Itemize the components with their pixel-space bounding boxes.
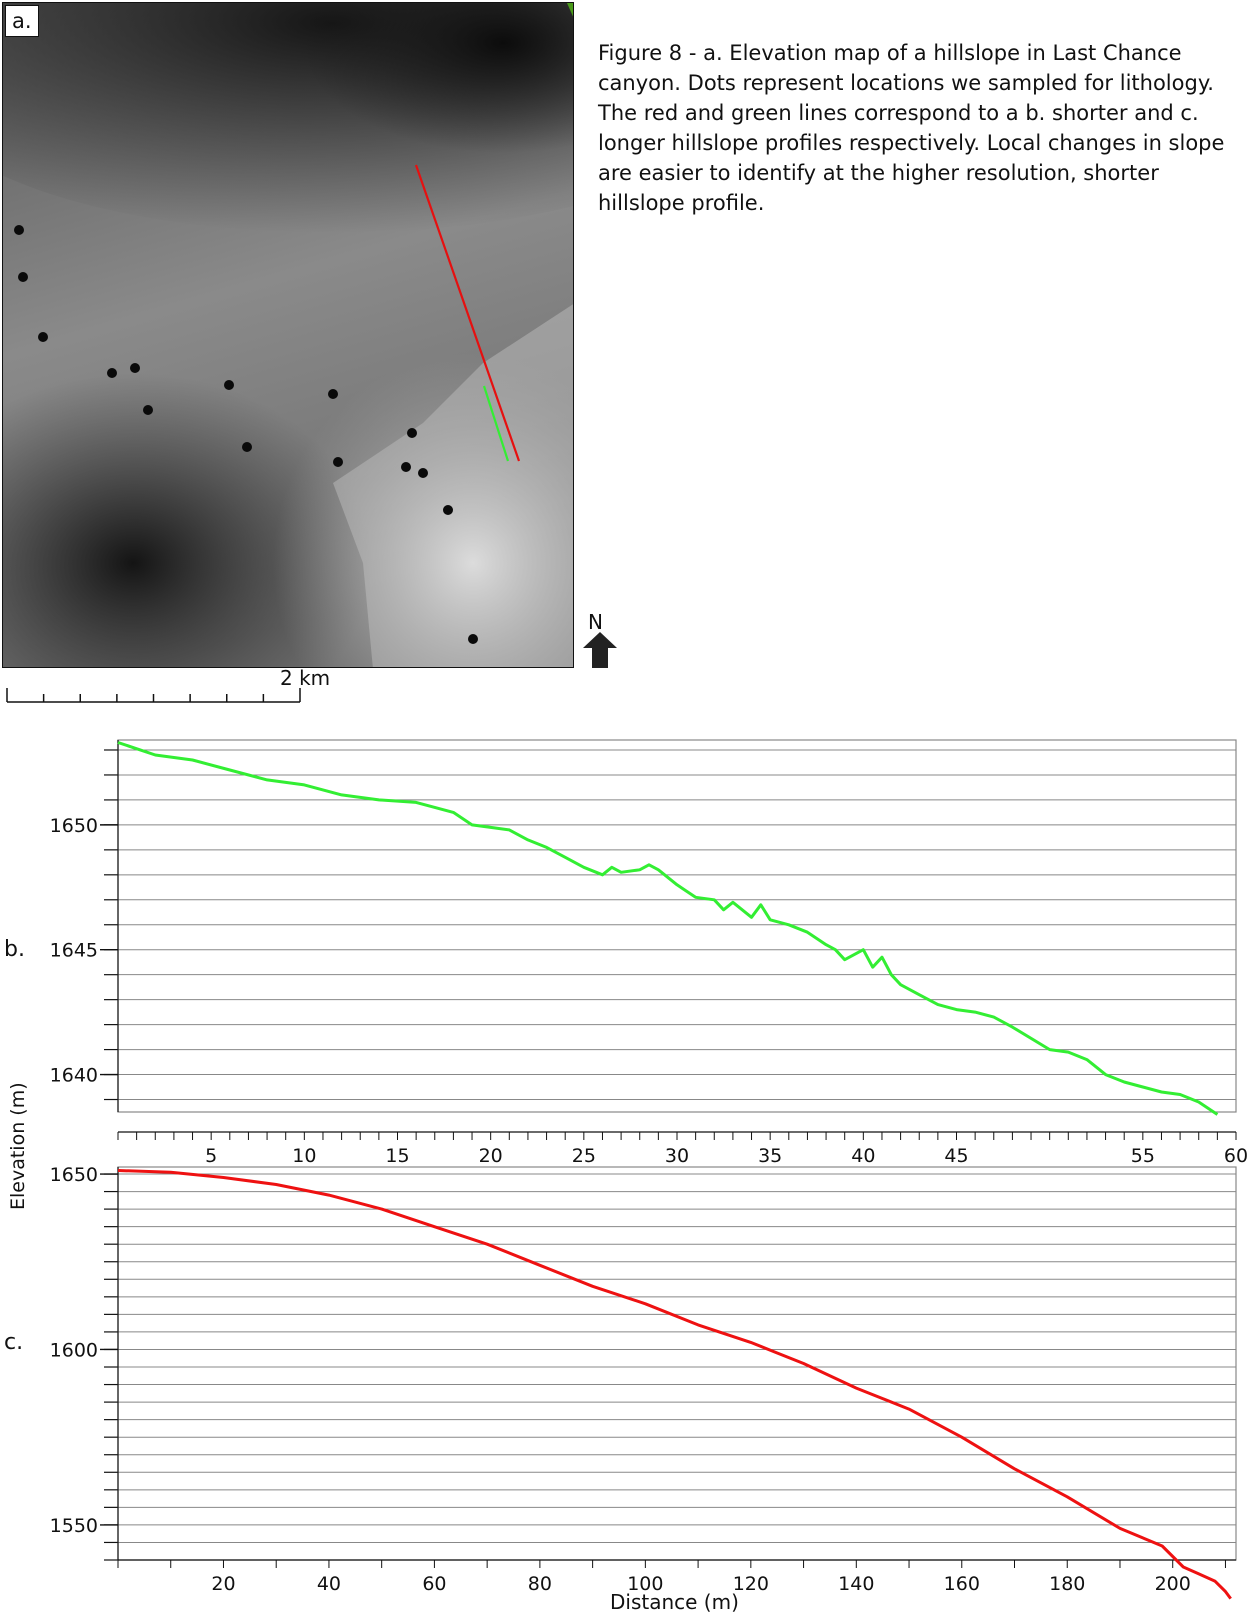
x-tick-label: 80 bbox=[528, 1573, 552, 1595]
sample-dot bbox=[38, 332, 48, 342]
x-tick-label: 100 bbox=[627, 1573, 663, 1595]
north-label: N bbox=[588, 610, 603, 634]
profile-series-line bbox=[117, 1169, 1232, 1600]
sample-dot bbox=[242, 442, 252, 452]
scale-bar-label: 2 km bbox=[280, 666, 331, 690]
x-tick-label: 180 bbox=[1049, 1573, 1085, 1595]
x-tick-label: 40 bbox=[851, 1145, 875, 1167]
panel-c-label: c. bbox=[4, 1330, 24, 1355]
x-tick-label: 30 bbox=[665, 1145, 689, 1167]
x-tick-label: 20 bbox=[479, 1145, 503, 1167]
sample-dots bbox=[14, 225, 478, 644]
profile-series-line bbox=[117, 741, 1219, 1116]
sample-dot bbox=[407, 428, 417, 438]
sample-dot bbox=[18, 272, 28, 282]
sample-dot bbox=[143, 405, 153, 415]
y-tick-label: 1640 bbox=[50, 1065, 98, 1087]
green-profile-line bbox=[482, 385, 510, 462]
sample-dot bbox=[468, 634, 478, 644]
x-tick-label: 60 bbox=[1224, 1145, 1248, 1167]
scale-bar bbox=[6, 688, 301, 703]
sample-dot bbox=[224, 380, 234, 390]
x-tick-label: 45 bbox=[944, 1145, 968, 1167]
sample-dot bbox=[418, 468, 428, 478]
x-tick-label: 10 bbox=[292, 1145, 316, 1167]
north-arrow-icon bbox=[583, 632, 617, 668]
y-axis-title: Elevation (m) bbox=[7, 1082, 29, 1210]
y-axis-label: Elevation (m) bbox=[7, 1082, 29, 1210]
x-tick-label: 120 bbox=[733, 1573, 769, 1595]
x-tick-label: 5 bbox=[205, 1145, 217, 1167]
elevation-map: a. bbox=[2, 2, 574, 668]
y-tick-label: 1550 bbox=[50, 1515, 98, 1537]
elevation-map-image bbox=[3, 3, 573, 667]
x-tick-label: 20 bbox=[211, 1573, 235, 1595]
x-tick-label: 60 bbox=[422, 1573, 446, 1595]
sample-dot bbox=[401, 462, 411, 472]
chart-b: 5 10 15 20 25 30 35 40 45 55 60 1640 1645 1650 bbox=[50, 739, 1248, 1167]
panel-a-label: a. bbox=[5, 5, 39, 37]
sample-dot bbox=[328, 389, 338, 399]
y-tick-label: 1650 bbox=[50, 1164, 98, 1186]
sample-dot bbox=[443, 505, 453, 515]
red-profile-line bbox=[414, 164, 521, 462]
y-tick-label: 1645 bbox=[50, 940, 98, 962]
plot-frame bbox=[117, 1166, 1237, 1561]
x-tick-label: 55 bbox=[1131, 1145, 1155, 1167]
x-tick-label: 35 bbox=[758, 1145, 782, 1167]
sample-dot bbox=[130, 363, 140, 373]
sample-dot bbox=[333, 457, 343, 467]
x-tick-label: 25 bbox=[572, 1145, 596, 1167]
x-tick-label: 40 bbox=[317, 1573, 341, 1595]
x-tick-label: 200 bbox=[1155, 1573, 1191, 1595]
sample-dot bbox=[107, 368, 117, 378]
x-axis-title: Distance (m) bbox=[610, 1590, 739, 1614]
figure-caption: Figure 8 - a. Elevation map of a hillslo… bbox=[598, 41, 1225, 215]
y-tick-label: 1600 bbox=[50, 1339, 98, 1361]
x-tick-label: 160 bbox=[944, 1573, 980, 1595]
x-tick-label: 15 bbox=[385, 1145, 409, 1167]
x-tick-label: 140 bbox=[838, 1573, 874, 1595]
y-tick-label: 1650 bbox=[50, 815, 98, 837]
panel-b-label: b. bbox=[4, 937, 25, 962]
sample-dot bbox=[14, 225, 24, 235]
